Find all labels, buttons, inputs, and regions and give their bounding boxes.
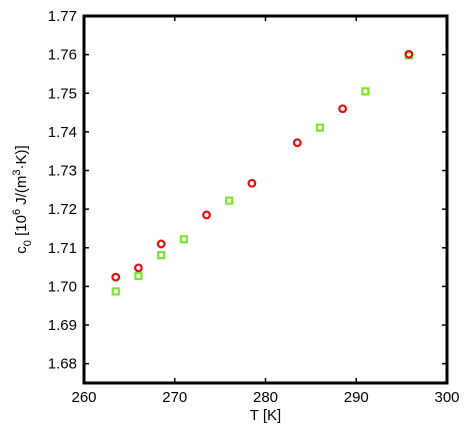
square-marker	[134, 271, 143, 281]
data-markers	[111, 49, 414, 296]
y-axis-label-pre: [10	[13, 215, 30, 240]
x-tick-label: 260	[71, 389, 96, 406]
y-tick-label: 1.73	[48, 163, 77, 180]
y-tick-label: 1.75	[48, 85, 77, 102]
tick-marks	[83, 15, 448, 383]
x-tick-label: 270	[162, 389, 187, 406]
y-tick-label: 1.77	[48, 8, 77, 25]
square-marker	[225, 196, 234, 205]
y-axis-label-exp: 6	[11, 209, 23, 215]
y-axis-label-post: ·K)]	[13, 145, 30, 169]
circle-marker	[404, 49, 414, 59]
y-tick-label: 1.69	[48, 317, 77, 334]
plot-frame	[82, 14, 449, 385]
square-marker	[315, 123, 325, 132]
y-tick-label: 1.74	[48, 124, 77, 141]
y-tick-label: 1.68	[48, 356, 77, 373]
circle-marker	[247, 178, 257, 188]
y-axis-label-base: c	[13, 246, 30, 254]
y-tick-label: 1.72	[48, 201, 77, 218]
circle-marker	[292, 138, 302, 148]
square-marker	[361, 87, 370, 96]
x-tick-label: 280	[253, 389, 278, 406]
y-axis-label-exp2: 3	[11, 169, 23, 175]
square-marker	[111, 287, 120, 296]
y-axis-label: c0 [106 J/(m3·K)]	[11, 145, 34, 253]
circle-marker	[134, 263, 143, 273]
y-tick-label: 1.76	[48, 47, 77, 64]
x-axis-label: T [K]	[250, 407, 281, 424]
circle-marker	[156, 239, 166, 249]
x-tick-label: 300	[434, 389, 459, 406]
circle-marker	[111, 272, 121, 282]
circle-marker	[338, 104, 348, 114]
x-tick-label: 290	[344, 389, 369, 406]
y-axis-label-sub: 0	[22, 240, 34, 246]
y-tick-label: 1.70	[48, 278, 77, 295]
tick-labels: 260 270 280 290 300 1.68 1.69 1.70 1.71 1.72 1.73 1…	[48, 8, 460, 406]
square-marker	[157, 251, 166, 260]
y-axis-label-mid: J/(m	[13, 176, 30, 209]
square-marker	[179, 235, 188, 244]
circle-marker	[202, 210, 211, 220]
y-tick-label: 1.71	[48, 240, 77, 257]
